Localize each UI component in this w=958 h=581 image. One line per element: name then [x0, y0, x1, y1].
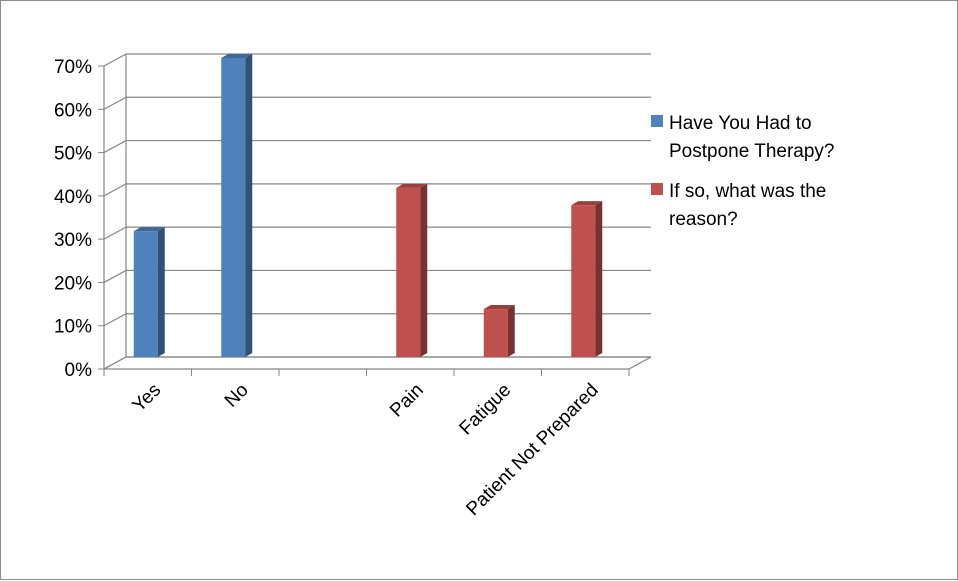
legend: Have You Had to Postpone Therapy? If so, w… [651, 113, 835, 230]
side-wall-gridline [103, 313, 127, 327]
bar [396, 183, 428, 357]
legend-label: reason? [669, 209, 738, 230]
legend-label: If so, what was the [669, 181, 826, 202]
bar-side [595, 201, 603, 357]
bar-side [507, 305, 515, 357]
y-tick-label: 30% [54, 230, 92, 251]
bar-top [396, 183, 428, 188]
bar [133, 227, 165, 357]
axes [98, 65, 652, 376]
bar-top [221, 54, 253, 58]
bar-front [571, 205, 596, 357]
bar-top [483, 305, 515, 310]
legend-label: Postpone Therapy? [669, 141, 835, 162]
side-wall-gridline [103, 269, 127, 283]
chart-floor [103, 356, 652, 370]
x-tick-label: Pain [386, 380, 428, 422]
bar-front [483, 309, 508, 357]
y-axis-tick-labels: 0% 10% 20% 30% 40% 50% 60% 70% [54, 57, 92, 381]
bar-front [133, 231, 158, 357]
bar-side [420, 183, 428, 357]
y-tick-label: 60% [54, 100, 92, 121]
bar [571, 201, 603, 357]
bar [483, 305, 515, 357]
x-tick-label: Fatigue [456, 380, 516, 440]
bar-top [571, 201, 603, 206]
y-tick-label: 40% [54, 187, 92, 208]
side-wall-gridline [103, 53, 127, 67]
side-wall-gridline [103, 140, 127, 154]
bar-front [396, 187, 421, 357]
y-tick-label: 20% [54, 273, 92, 294]
y-tick-label: 10% [54, 317, 92, 338]
x-tick-label: No [221, 380, 253, 412]
bar-top [133, 227, 165, 232]
bar-side [245, 54, 253, 357]
legend-entry: If so, what was the reason? [651, 181, 826, 230]
y-tick-label: 0% [65, 360, 93, 381]
bars [133, 54, 603, 357]
y-tick-label: 50% [54, 144, 92, 165]
bar [221, 54, 253, 357]
legend-entry: Have You Had to Postpone Therapy? [651, 113, 835, 162]
legend-label: Have You Had to [669, 113, 812, 134]
x-tick-label: Yes [129, 380, 166, 417]
side-wall-gridline [103, 226, 127, 240]
side-wall-gridline [103, 183, 127, 197]
legend-swatch [651, 183, 663, 195]
bar-side [157, 227, 165, 357]
bar-front [221, 58, 246, 357]
side-wall-gridline [103, 96, 127, 110]
gridlines [103, 53, 651, 370]
legend-swatch [651, 115, 663, 127]
y-tick-label: 70% [54, 57, 92, 78]
